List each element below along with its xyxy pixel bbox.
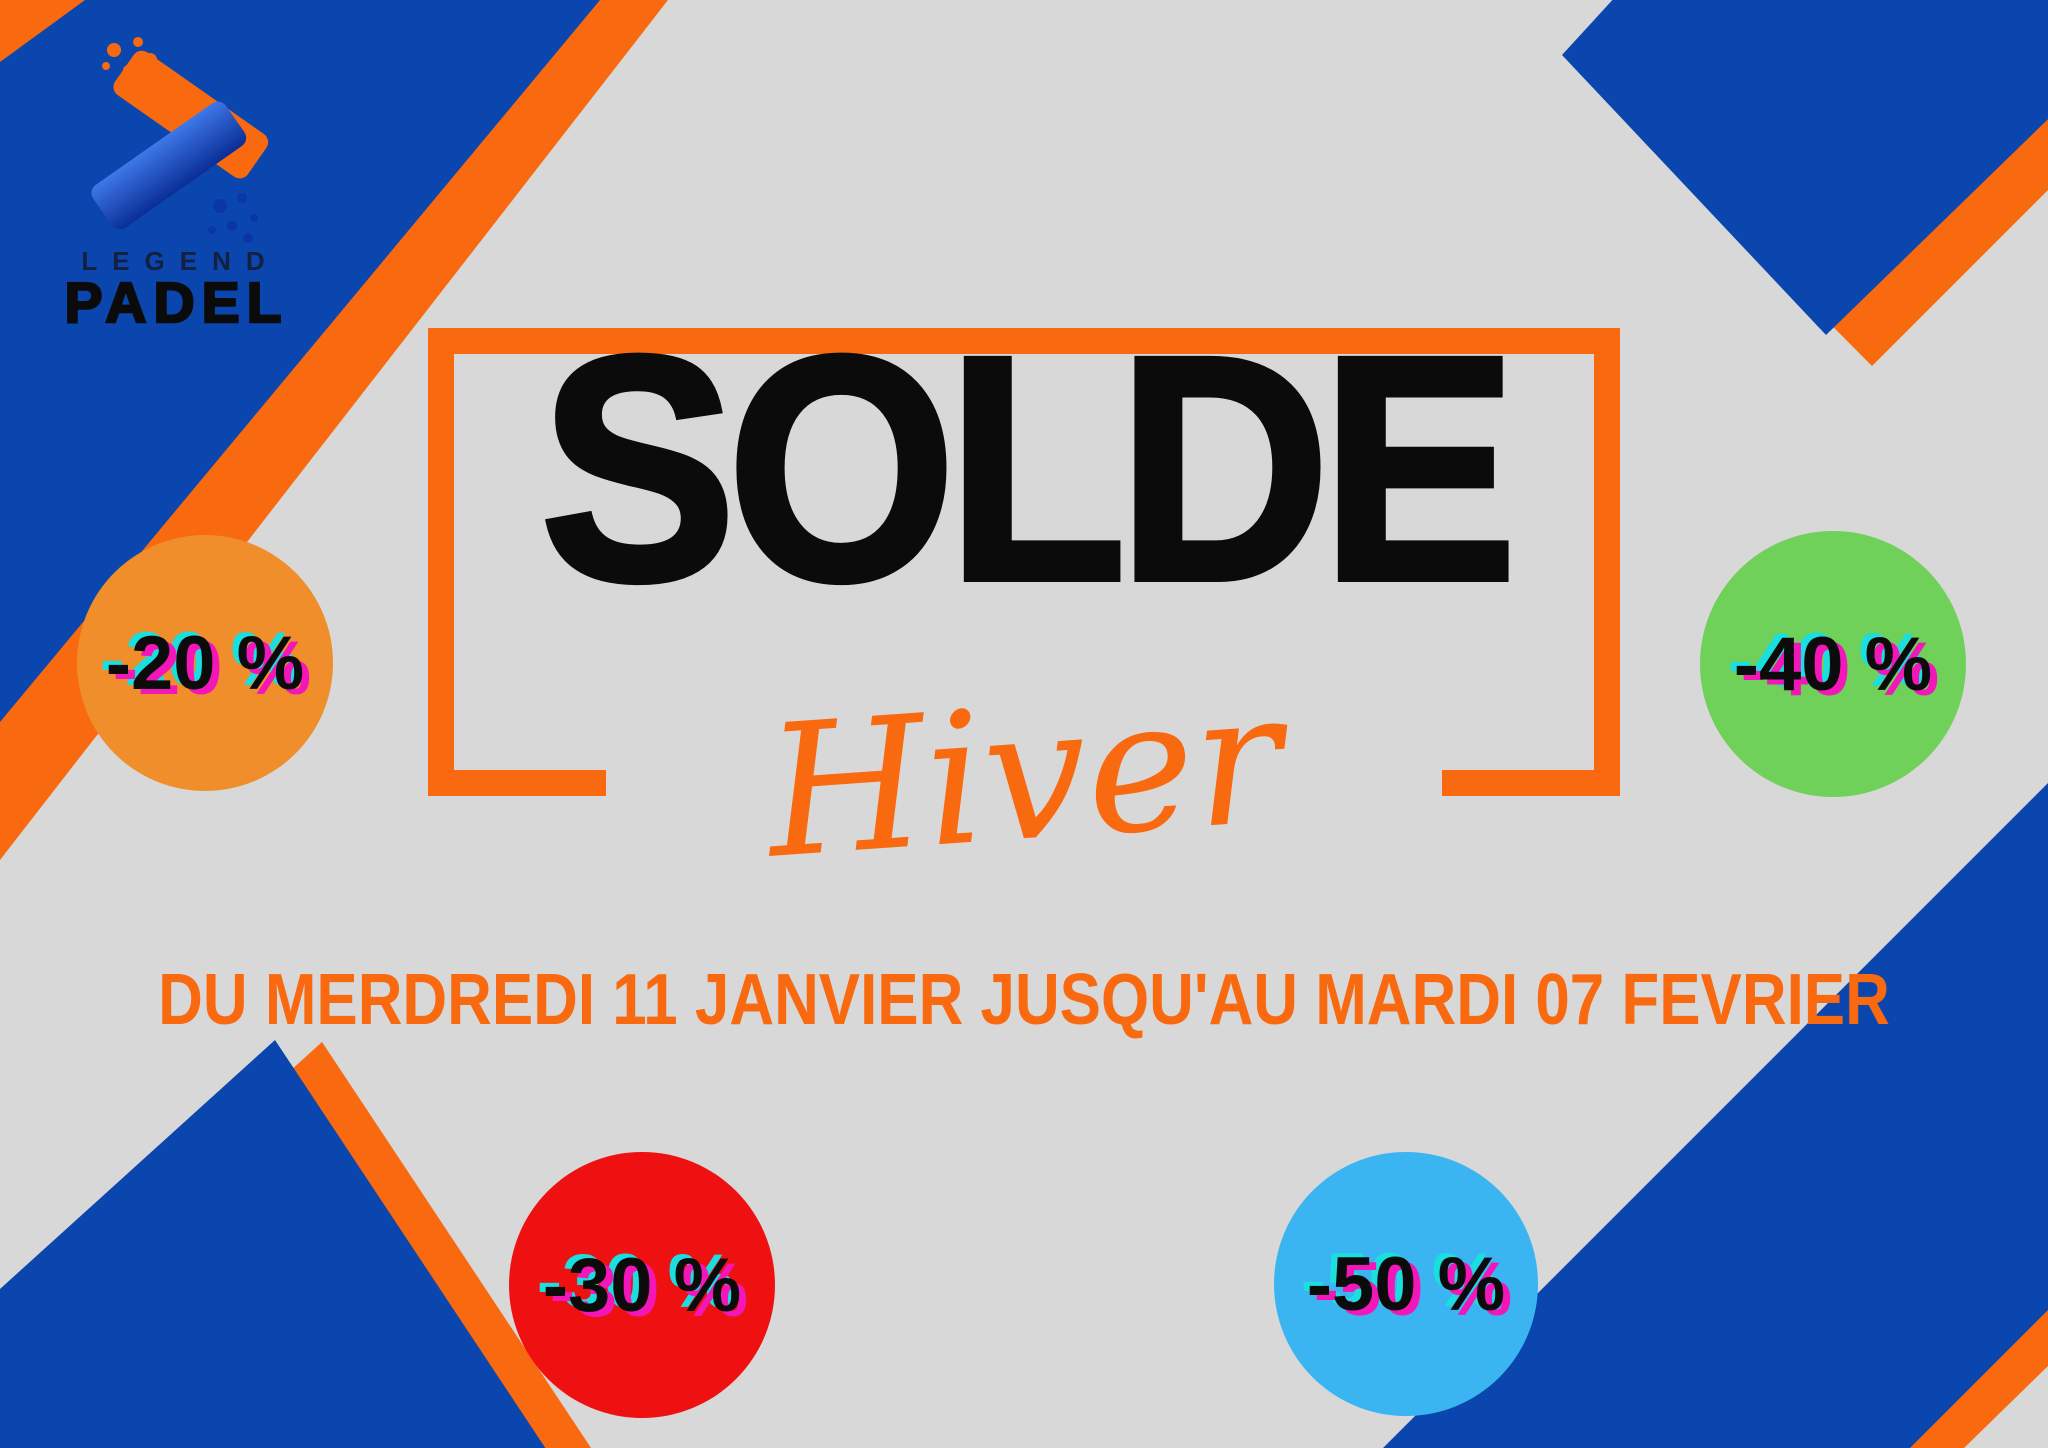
title-frame: [428, 328, 1620, 796]
top-right-blue-diamond: [1562, 0, 2048, 335]
legend-padel-logo-icon: [91, 37, 269, 243]
discount-badge-20: -20 %: [77, 535, 333, 791]
discount-badge-50-label: -50 %: [1306, 1241, 1506, 1327]
discount-badge-40-label: -40 %: [1733, 621, 1933, 707]
brand-name-padel: PADEL: [63, 270, 289, 337]
bottom-right-blue-band: [1383, 783, 2048, 1448]
sale-title: SOLDE: [537, 289, 1520, 647]
discount-badge-30-label: -30 %: [542, 1242, 742, 1328]
bottom-right-orange-stripe: [1910, 1310, 2048, 1448]
frame-bottom-right-stub: [1442, 770, 1594, 796]
sale-date-range: DU MERDREDI 11 JANVIER JUSQU'AU MARDI 07…: [158, 960, 1890, 1040]
discount-badge-20-label: -20 %: [105, 620, 305, 706]
logo-blue-bar: [91, 101, 247, 230]
discount-badge-30: -30 %: [509, 1152, 775, 1418]
logo-blue-dots: [208, 193, 258, 243]
frame-bottom-left-stub: [454, 770, 606, 796]
brand-name-legend: LEGEND: [81, 246, 280, 276]
bottom-left-blue-diamond: [0, 1040, 546, 1448]
brand-logo: LEGEND PADEL: [18, 14, 328, 337]
discount-badge-50: -50 %: [1274, 1152, 1538, 1416]
discount-badge-40: -40 %: [1700, 531, 1966, 797]
